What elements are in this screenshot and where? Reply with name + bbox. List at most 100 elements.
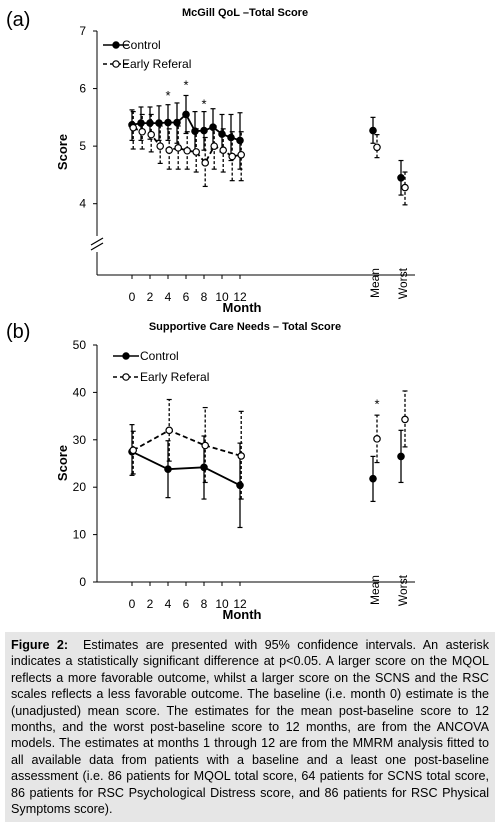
chart-a-y-tick-label: 5 xyxy=(79,139,86,153)
chart-b-early-referal-point xyxy=(237,452,246,460)
caption-text: Estimates are presented with 95% confide… xyxy=(11,638,489,817)
chart-a-control-worst-point xyxy=(397,173,405,182)
chart-b-x-tick-label: 6 xyxy=(183,597,190,611)
legend-b-early-referal-label: Early Referal xyxy=(140,370,209,384)
chart-b-y-axis-label: Score xyxy=(55,445,70,481)
chart-b-early-referal-mean-point xyxy=(373,435,381,443)
chart-b-early-referal-point xyxy=(129,446,138,455)
legend-a-control-label: Control xyxy=(122,38,161,52)
chart-a-control-point xyxy=(236,136,244,145)
chart-a-early-referal-point xyxy=(156,142,165,150)
chart-b-summary-label-worst: Worst xyxy=(396,574,410,606)
legend-b-control-label: Control xyxy=(140,349,179,363)
chart-a-summary-label-worst: Worst xyxy=(396,267,410,299)
chart-a-control-point xyxy=(191,127,199,135)
chart-a-legend: Control Early Referal xyxy=(103,38,191,71)
chart-a-control-point xyxy=(155,119,163,127)
chart-a-early-referal-point xyxy=(210,142,219,150)
chart-b-control-point xyxy=(200,463,208,472)
chart-a-x-tick-label: 2 xyxy=(147,290,154,304)
chart-a-y-tick-label: 6 xyxy=(79,82,86,96)
panel-a-mcgill-qol-chart: (a) McGill QoL –Total Score Score Month … xyxy=(6,7,415,315)
chart-b-x-tick-label: 10 xyxy=(215,597,229,611)
chart-a-x-tick-label: 10 xyxy=(215,290,229,304)
chart-b-x-tick-label: 0 xyxy=(129,597,136,611)
chart-b-legend: Control Early Referal xyxy=(113,349,209,384)
chart-b-summary-label-mean: Mean xyxy=(368,575,382,605)
chart-a-control-mean-point xyxy=(369,126,377,135)
chart-a-early-referal-mean-point xyxy=(373,143,381,152)
chart-a-early-referal-point xyxy=(228,152,237,161)
chart-b-early-referal-worst-point xyxy=(401,415,409,424)
chart-a-control-point xyxy=(146,119,154,127)
chart-b-title: Supportive Care Needs – Total Score xyxy=(149,321,341,333)
chart-a-early-referal-point xyxy=(147,130,156,139)
chart-a-x-tick-label: 8 xyxy=(201,290,208,304)
chart-b-y-tick-label: 30 xyxy=(73,433,87,447)
chart-a-control-point xyxy=(164,118,172,127)
chart-a-early-referal-worst-point xyxy=(401,183,409,192)
chart-a-y-tick-label: 4 xyxy=(79,197,86,211)
chart-a-x-axis-label: Month xyxy=(223,300,262,315)
chart-b-early-referal-line xyxy=(132,429,242,457)
legend-b-control-marker xyxy=(122,352,130,360)
panel-b-supportive-care-chart: (b) Supportive Care Needs – Total Score … xyxy=(6,321,415,622)
chart-a-axis-break-mark xyxy=(90,242,104,251)
chart-b-control-worst-point xyxy=(397,452,405,461)
chart-a-control-point xyxy=(137,119,145,127)
chart-a-significance-asterisk: * xyxy=(201,97,206,112)
chart-b-early-referal-point xyxy=(201,441,210,450)
chart-b-significance-asterisk: * xyxy=(374,397,379,412)
chart-a-x-tick-label: 4 xyxy=(165,290,172,304)
legend-a-early-referal-marker xyxy=(112,60,120,68)
figure-caption: Figure 2: Estimates are presented with 9… xyxy=(5,632,495,822)
chart-a-x-tick-label: 6 xyxy=(183,290,190,304)
chart-b-x-axis-label: Month xyxy=(223,607,262,622)
chart-b-x-tick-label: 4 xyxy=(165,597,172,611)
chart-b-x-tick-label: 8 xyxy=(201,597,208,611)
caption-label: Figure 2: xyxy=(11,638,69,652)
panel-a-label: (a) xyxy=(6,9,30,31)
chart-a-early-referal-point xyxy=(165,146,174,154)
chart-a-axis-break-mark xyxy=(90,237,104,246)
chart-a-x-tick-label: 12 xyxy=(233,290,247,304)
chart-a-early-referal-point xyxy=(219,146,228,154)
legend-b-early-referal-marker xyxy=(122,373,130,381)
chart-b-control-mean-point xyxy=(369,474,377,483)
chart-b-control-point xyxy=(164,465,172,473)
chart-a-significance-asterisk: * xyxy=(183,78,188,93)
chart-a-early-referal-point xyxy=(237,150,246,159)
chart-b-control-line xyxy=(131,450,241,487)
chart-a-control-point xyxy=(218,130,226,138)
chart-a-control-point xyxy=(200,126,208,135)
chart-a-early-referal-point xyxy=(192,148,201,156)
legend-a-early-referal-label: Early Referal xyxy=(122,57,191,71)
chart-a-x-tick-label: 0 xyxy=(129,290,136,304)
chart-a-early-referal-point xyxy=(183,146,192,155)
chart-a-control-point xyxy=(227,133,235,142)
chart-b-x-tick-label: 2 xyxy=(147,597,154,611)
chart-b-y-tick-label: 50 xyxy=(73,338,87,352)
chart-b-early-referal-point xyxy=(165,426,174,435)
chart-a-summary-label-mean: Mean xyxy=(368,268,382,298)
chart-b-y-tick-label: 0 xyxy=(79,575,86,589)
chart-b-control-point xyxy=(236,481,244,490)
chart-a-control-point xyxy=(182,110,190,119)
chart-a-early-referal-point xyxy=(174,144,183,152)
chart-a-control-point xyxy=(173,118,181,127)
chart-b-y-tick-label: 40 xyxy=(73,385,87,399)
chart-a-title: McGill QoL –Total Score xyxy=(182,7,308,19)
chart-a-y-axis-label: Score xyxy=(55,134,70,170)
chart-b-y-tick-label: 10 xyxy=(73,528,87,542)
chart-a-y-tick-label: 7 xyxy=(79,24,86,38)
chart-a-early-referal-point xyxy=(129,123,138,132)
chart-b-x-tick-label: 12 xyxy=(233,597,247,611)
chart-a-significance-asterisk: * xyxy=(165,88,170,103)
chart-b-y-tick-label: 20 xyxy=(73,480,87,494)
chart-a-early-referal-point xyxy=(201,159,210,167)
legend-a-control-marker xyxy=(112,41,120,49)
chart-a-early-referal-point xyxy=(138,127,147,136)
chart-a-control-point xyxy=(209,123,217,131)
panel-b-label: (b) xyxy=(6,321,30,343)
figure: (a) McGill QoL –Total Score Score Month … xyxy=(6,7,415,622)
